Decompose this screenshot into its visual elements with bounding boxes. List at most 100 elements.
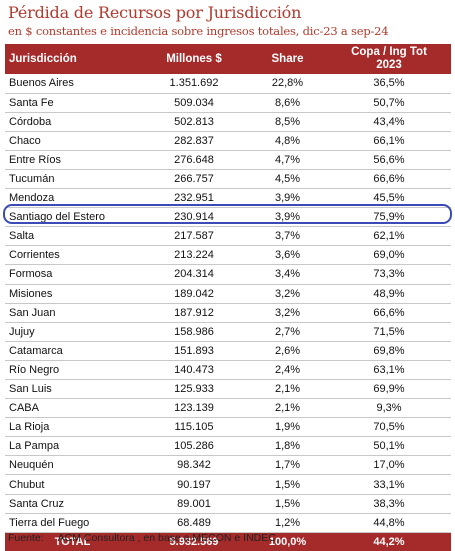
source-note: Fuente: ACM Consultora , en base a MECON … — [8, 532, 276, 544]
header-copa: Copa / Ing Tot 2023 — [327, 44, 451, 74]
table-row: Entre Ríos 276.648 4,7% 56,6% — [5, 150, 451, 170]
cell-jurisdiccion: Santa Cruz — [5, 494, 140, 514]
table-row: Jujuy 158.986 2,7% 71,5% — [5, 322, 451, 342]
cell-copa: 63,1% — [327, 360, 451, 381]
cell-copa: 36,5% — [327, 74, 451, 94]
table-row: Mendoza 232.951 3,9% 45,5% — [5, 188, 451, 209]
cell-jurisdiccion: Tierra del Fuego — [5, 513, 140, 533]
cell-millones: 115.105 — [140, 417, 248, 438]
source-label: Fuente: — [8, 532, 44, 544]
cell-copa: 50,1% — [327, 436, 451, 457]
cell-copa: 43,4% — [327, 112, 451, 132]
cell-copa: 66,6% — [327, 303, 451, 323]
cell-jurisdiccion: Catamarca — [5, 341, 140, 361]
cell-jurisdiccion: Río Negro — [5, 360, 140, 381]
cell-jurisdiccion: Corrientes — [5, 245, 140, 266]
cell-share: 1,9% — [248, 417, 327, 438]
cell-copa: 44,8% — [327, 513, 451, 533]
table-row: San Juan 187.912 3,2% 66,6% — [5, 303, 451, 323]
cell-millones: 189.042 — [140, 284, 248, 304]
cell-jurisdiccion: San Luis — [5, 379, 140, 400]
cell-share: 3,9% — [248, 207, 327, 228]
cell-copa: 48,9% — [327, 284, 451, 304]
cell-copa: 9,3% — [327, 398, 451, 419]
cell-jurisdiccion: Tucumán — [5, 169, 140, 190]
cell-millones: 140.473 — [140, 360, 248, 381]
cell-share: 1,5% — [248, 494, 327, 514]
total-share: 100,0% — [268, 536, 307, 548]
table-row: Santa Fe 509.034 8,6% 50,7% — [5, 93, 451, 113]
cell-share: 4,7% — [248, 150, 327, 170]
header-share: Share — [271, 52, 304, 65]
cell-millones: 158.986 — [140, 322, 248, 342]
cell-copa: 66,1% — [327, 131, 451, 151]
cell-share: 2,1% — [248, 398, 327, 419]
total-copa: 44,2% — [373, 536, 405, 548]
header-jurisdiccion: Jurisdicción — [9, 52, 77, 65]
cell-jurisdiccion: Santa Fe — [5, 93, 140, 113]
cell-jurisdiccion: Mendoza — [5, 188, 140, 209]
table-body: Buenos Aires 1.351.692 22,8% 36,5% Santa Fe 5… — [5, 74, 451, 533]
cell-millones: 502.813 — [140, 112, 248, 132]
cell-jurisdiccion: Chubut — [5, 474, 140, 495]
cell-jurisdiccion: La Pampa — [5, 436, 140, 457]
cell-share: 4,8% — [248, 131, 327, 151]
cell-share: 3,2% — [248, 284, 327, 304]
cell-millones: 105.286 — [140, 436, 248, 457]
cell-share: 1,8% — [248, 436, 327, 457]
cell-jurisdiccion: Salta — [5, 226, 140, 247]
cell-share: 3,7% — [248, 226, 327, 247]
header-row: Jurisdicción Millones $ Share Copa / Ing… — [5, 44, 451, 74]
cell-millones: 89.001 — [140, 494, 248, 514]
jurisdiction-table: Jurisdicción Millones $ Share Copa / Ing… — [5, 44, 451, 551]
cell-jurisdiccion: Jujuy — [5, 322, 140, 342]
cell-millones: 276.648 — [140, 150, 248, 170]
header-millones: Millones $ — [166, 52, 222, 65]
cell-copa: 70,5% — [327, 417, 451, 438]
table-row: Formosa 204.314 3,4% 73,3% — [5, 264, 451, 285]
cell-share: 3,2% — [248, 303, 327, 323]
page-title: Pérdida de Recursos por Jurisdicción — [8, 3, 302, 22]
cell-millones: 213.224 — [140, 245, 248, 266]
cell-copa: 75,9% — [327, 207, 451, 228]
table-row: Tierra del Fuego 68.489 1,2% 44,8% — [5, 513, 451, 533]
cell-millones: 266.757 — [140, 169, 248, 190]
cell-jurisdiccion: Chaco — [5, 131, 140, 151]
cell-share: 1,7% — [248, 455, 327, 476]
total-label: TOTAL — [54, 536, 91, 548]
table-row: Neuquén 98.342 1,7% 17,0% — [5, 455, 451, 476]
cell-millones: 1.351.692 — [140, 74, 248, 94]
cell-share: 3,9% — [248, 188, 327, 209]
cell-copa: 62,1% — [327, 226, 451, 247]
cell-jurisdiccion: La Rioja — [5, 417, 140, 438]
cell-share: 1,2% — [248, 513, 327, 533]
cell-copa: 56,6% — [327, 150, 451, 170]
total-millones: 5.932.569 — [169, 536, 219, 548]
cell-copa: 38,3% — [327, 494, 451, 514]
cell-millones: 232.951 — [140, 188, 248, 209]
cell-copa: 50,7% — [327, 93, 451, 113]
cell-share: 8,6% — [248, 93, 327, 113]
cell-copa: 66,6% — [327, 169, 451, 190]
cell-share: 2,1% — [248, 379, 327, 400]
cell-millones: 125.933 — [140, 379, 248, 400]
cell-jurisdiccion: Santiago del Estero — [5, 207, 140, 228]
cell-jurisdiccion: CABA — [5, 398, 140, 419]
table-row: Tucumán 266.757 4,5% 66,6% — [5, 169, 451, 190]
cell-jurisdiccion: Misiones — [5, 284, 140, 304]
table-row: La Rioja 115.105 1,9% 70,5% — [5, 417, 451, 438]
cell-share: 4,5% — [248, 169, 327, 190]
cell-millones: 90.197 — [140, 474, 248, 495]
table-row: CABA 123.139 2,1% 9,3% — [5, 398, 451, 419]
cell-millones: 230.914 — [140, 207, 248, 228]
cell-share: 22,8% — [248, 74, 327, 94]
cell-share: 2,7% — [248, 322, 327, 342]
cell-share: 3,4% — [248, 264, 327, 285]
cell-millones: 282.837 — [140, 131, 248, 151]
cell-jurisdiccion: Buenos Aires — [5, 74, 140, 94]
cell-millones: 217.587 — [140, 226, 248, 247]
cell-jurisdiccion: Córdoba — [5, 112, 140, 132]
cell-millones: 151.893 — [140, 341, 248, 361]
cell-millones: 509.034 — [140, 93, 248, 113]
cell-share: 8,5% — [248, 112, 327, 132]
